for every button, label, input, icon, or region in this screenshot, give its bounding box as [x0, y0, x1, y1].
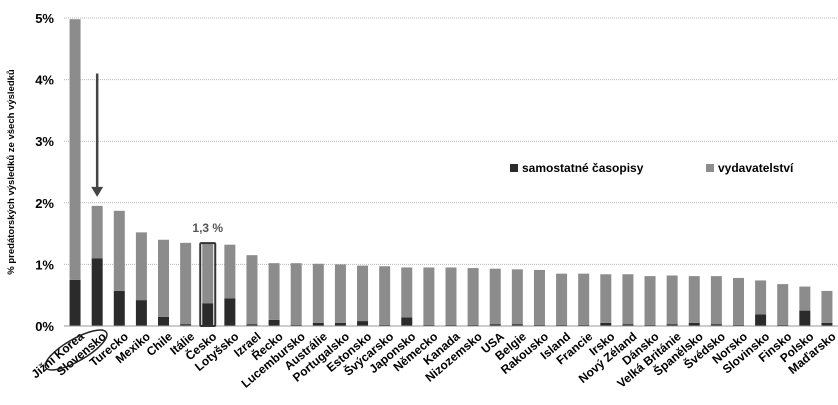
legend-label-samostatne-casopisy: samostatné časopisy: [522, 161, 644, 175]
annotation-label: 1,3 %: [192, 221, 223, 235]
bar-jizni-korea-samostatne-casopisy: [69, 279, 81, 326]
annotations: 1,3 %: [44, 73, 223, 371]
bar-norsko-vydavatelstvi: [732, 277, 744, 325]
y-tick-label: 4%: [35, 73, 54, 88]
bar-dansko-samostatne-casopisy: [644, 324, 656, 326]
bar-francie-vydavatelstvi: [578, 273, 590, 325]
bar-svedsko-samostatne-casopisy: [710, 324, 722, 326]
bar-portugalsko-samostatne-casopisy: [334, 322, 346, 326]
bar-velka-britanie-samostatne-casopisy: [666, 324, 678, 326]
bar-izrael-vydavatelstvi: [246, 255, 258, 325]
bar-lotyssko-samostatne-casopisy: [224, 298, 236, 326]
bar-recko-samostatne-casopisy: [268, 319, 280, 326]
bar-nizozemsko-samostatne-casopisy: [467, 324, 479, 326]
bar-turecko-samostatne-casopisy: [113, 290, 125, 326]
bar-slovinsko-samostatne-casopisy: [755, 314, 767, 326]
bars: [69, 19, 833, 326]
bar-jizni-korea-vydavatelstvi: [69, 19, 81, 280]
bar-australie-vydavatelstvi: [312, 263, 324, 323]
bar-lucembursko-vydavatelstvi: [290, 263, 302, 325]
bar-novy-zeland-samostatne-casopisy: [622, 324, 634, 326]
bar-chile-vydavatelstvi: [158, 239, 170, 317]
bar-svycarsko-vydavatelstvi: [379, 266, 391, 325]
bar-italie-vydavatelstvi: [180, 242, 192, 325]
bar-francie-samostatne-casopisy: [578, 324, 590, 326]
bar-italie-samostatne-casopisy: [180, 324, 192, 326]
bar-polsko-samostatne-casopisy: [799, 310, 811, 326]
bar-mexiko-vydavatelstvi: [135, 232, 147, 301]
legend-swatch-samostatne-casopisy: [510, 164, 518, 172]
bar-norsko-samostatne-casopisy: [732, 324, 744, 326]
bar-kanada-vydavatelstvi: [445, 267, 457, 325]
bar-portugalsko-vydavatelstvi: [334, 264, 346, 323]
bar-izrael-samostatne-casopisy: [246, 324, 258, 326]
y-tick-label: 5%: [35, 11, 54, 26]
bar-belgie-samostatne-casopisy: [511, 324, 523, 326]
bar-mexiko-samostatne-casopisy: [135, 300, 147, 326]
bar-kanada-samostatne-casopisy: [445, 324, 457, 326]
bar-turecko-vydavatelstvi: [113, 210, 125, 291]
bar-finsko-vydavatelstvi: [777, 284, 789, 325]
bar-irsko-vydavatelstvi: [600, 274, 612, 323]
legend-label-vydavatelstvi: vydavatelství: [718, 161, 794, 175]
bar-madarsko-samostatne-casopisy: [821, 322, 833, 326]
bar-estonsko-vydavatelstvi: [357, 265, 369, 322]
y-tick-label: 3%: [35, 134, 54, 149]
bar-rakousko-vydavatelstvi: [533, 269, 545, 325]
bar-island-samostatne-casopisy: [556, 324, 568, 326]
legend: samostatné časopisy vydavatelství: [510, 161, 794, 175]
highlight-ellipse: [44, 329, 108, 371]
y-tick-labels: 0% 1% 2% 3% 4% 5%: [35, 11, 54, 334]
bar-spanelsko-vydavatelstvi: [688, 276, 700, 323]
bar-cesko-samostatne-casopisy: [202, 303, 214, 326]
y-tick-label: 1%: [35, 257, 54, 272]
bar-dansko-vydavatelstvi: [644, 276, 656, 325]
bar-lotyssko-vydavatelstvi: [224, 244, 236, 299]
bar-estonsko-samostatne-casopisy: [357, 321, 369, 326]
bar-slovensko-vydavatelstvi: [91, 205, 103, 259]
x-tick-labels: Jižní KoreaSlovenskoTureckoMexikoChileIt…: [29, 329, 838, 391]
bar-novy-zeland-vydavatelstvi: [622, 274, 634, 325]
bar-madarsko-vydavatelstvi: [821, 290, 833, 323]
bar-recko-vydavatelstvi: [268, 263, 280, 320]
bar-japonsko-vydavatelstvi: [401, 267, 413, 318]
bar-chile-samostatne-casopisy: [158, 316, 170, 326]
gridlines: [64, 17, 838, 265]
bar-cesko-vydavatelstvi: [202, 244, 214, 304]
y-tick-label: 2%: [35, 196, 54, 211]
bar-nemecko-samostatne-casopisy: [423, 324, 435, 326]
bar-svedsko-vydavatelstvi: [710, 276, 722, 325]
bar-belgie-vydavatelstvi: [511, 269, 523, 325]
y-tick-label: 0%: [35, 319, 54, 334]
bar-usa-samostatne-casopisy: [489, 324, 501, 326]
bar-spanelsko-samostatne-casopisy: [688, 322, 700, 326]
bar-nemecko-vydavatelstvi: [423, 267, 435, 325]
y-axis-label: % predátorských výsledků ze všech výsled…: [6, 69, 17, 275]
legend-swatch-vydavatelstvi: [706, 164, 714, 172]
bar-finsko-samostatne-casopisy: [777, 324, 789, 326]
bar-japonsko-samostatne-casopisy: [401, 317, 413, 326]
bar-svycarsko-samostatne-casopisy: [379, 324, 391, 326]
bar-rakousko-samostatne-casopisy: [533, 324, 545, 326]
bar-australie-samostatne-casopisy: [312, 322, 324, 326]
bar-island-vydavatelstvi: [556, 273, 568, 325]
bar-nizozemsko-vydavatelstvi: [467, 268, 479, 325]
bar-polsko-vydavatelstvi: [799, 286, 811, 311]
bar-slovensko-samostatne-casopisy: [91, 258, 103, 326]
bar-irsko-samostatne-casopisy: [600, 322, 612, 326]
arrow-head: [91, 186, 104, 197]
bar-velka-britanie-vydavatelstvi: [666, 275, 678, 325]
highlight-box: [199, 242, 217, 328]
bar-slovinsko-vydavatelstvi: [755, 280, 767, 315]
bar-lucembursko-samostatne-casopisy: [290, 324, 302, 326]
bar-usa-vydavatelstvi: [489, 268, 501, 325]
